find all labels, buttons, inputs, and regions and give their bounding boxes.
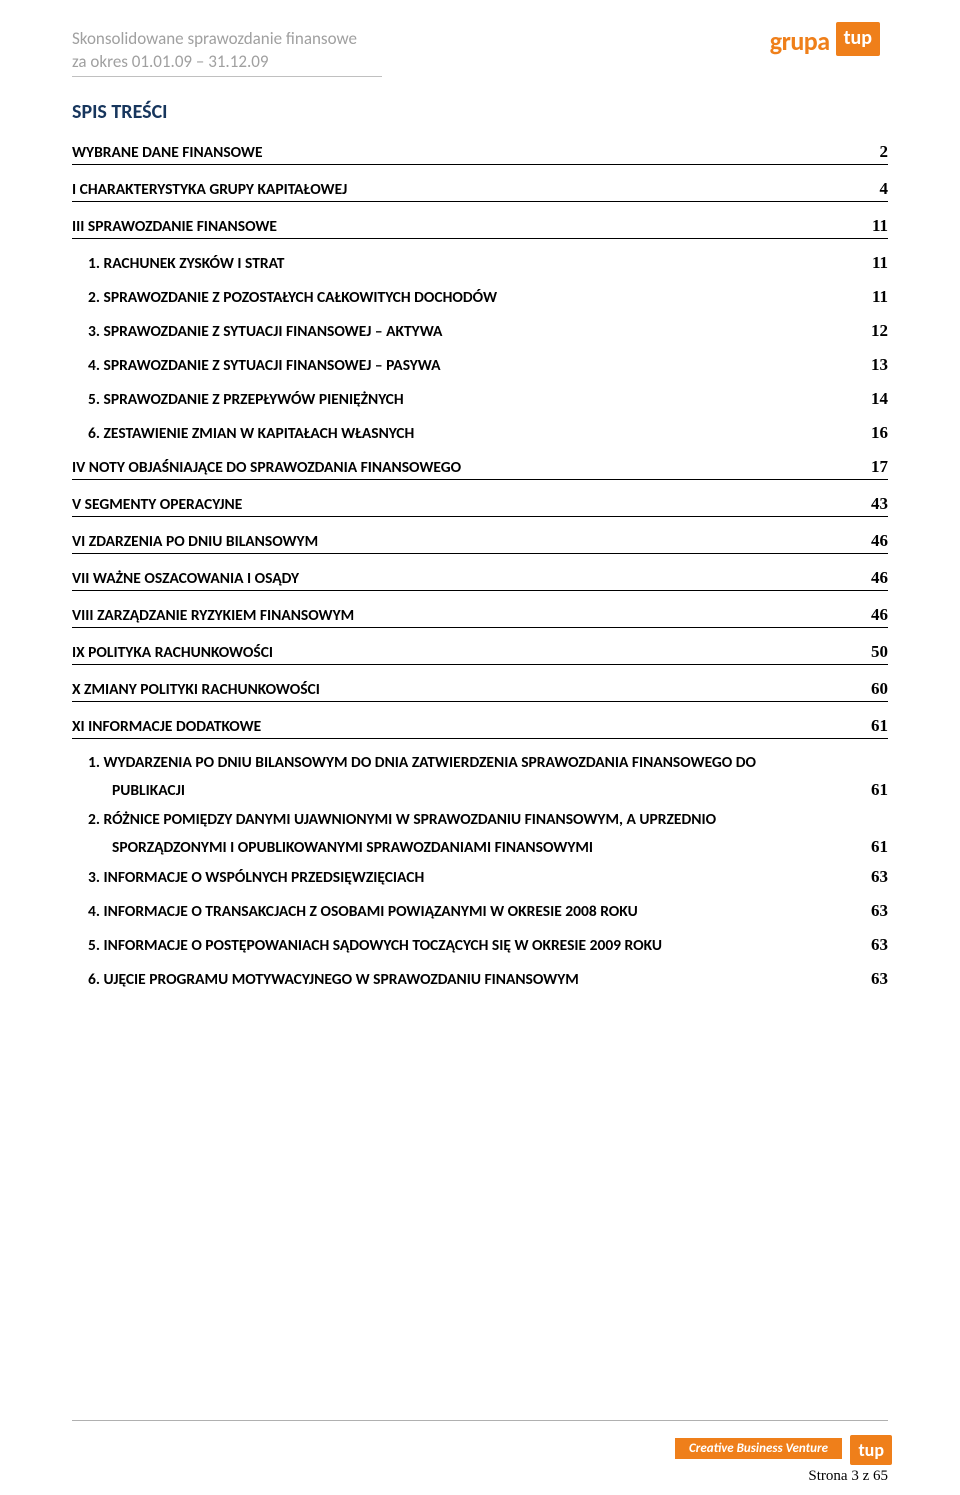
toc-label: 2. RÓŻNICE POMIĘDZY DANYMI UJAWNIONYMI W… xyxy=(88,810,888,829)
toc-page: 60 xyxy=(858,679,888,699)
page-footer: Creative Business Venture tup Strona 3 z… xyxy=(0,1417,960,1495)
toc-label: IX POLITYKA RACHUNKOWOŚCI xyxy=(72,643,285,662)
toc-page: 61 xyxy=(858,780,888,800)
toc-label: 3. SPRAWOZDANIE Z SYTUACJI FINANSOWEJ – … xyxy=(88,322,454,341)
toc-roznice: 2. RÓŻNICE POMIĘDZY DANYMI UJAWNIONYMI W… xyxy=(88,810,888,857)
toc-label: VII WAŻNE OSZACOWANIA I OSĄDY xyxy=(72,569,311,588)
footer-page-number: Strona 3 z 65 xyxy=(808,1468,888,1485)
toc-label: X ZMIANY POLITYKI RACHUNKOWOŚCI xyxy=(72,680,332,699)
toc-zdarzenia: VI ZDARZENIA PO DNIU BILANSOWYM 46 xyxy=(72,531,888,554)
toc-label: 3. INFORMACJE O WSPÓLNYCH PRZEDSIĘWZIĘCI… xyxy=(88,868,436,887)
toc-charakterystyka: I CHARAKTERYSTYKA GRUPY KAPITAŁOWEJ 4 xyxy=(72,179,888,202)
logo-grupa-text: grupa xyxy=(770,25,830,57)
toc-page: 14 xyxy=(858,389,888,409)
footer-rule xyxy=(72,1420,888,1421)
toc-calkowite-dochody: 2. SPRAWOZDANIE Z POZOSTAŁYCH CAŁKOWITYC… xyxy=(88,287,888,307)
toc-label: 4. INFORMACJE O TRANSAKCJACH Z OSOBAMI P… xyxy=(88,902,650,921)
toc-label: 4. SPRAWOZDANIE Z SYTUACJI FINANSOWEJ – … xyxy=(88,356,453,375)
toc-kapitaly-wlasne: 6. ZESTAWIENIE ZMIAN W KAPITAŁACH WŁASNY… xyxy=(88,423,888,443)
toc-label: 5. INFORMACJE O POSTĘPOWANIACH SĄDOWYCH … xyxy=(88,936,674,955)
toc-label: 1. WYDARZENIA PO DNIU BILANSOWYM DO DNIA… xyxy=(88,753,888,772)
toc-wydarzenia-po-dniu: 1. WYDARZENIA PO DNIU BILANSOWYM DO DNIA… xyxy=(88,753,888,800)
header-line1: Skonsolidowane sprawozdanie finansowe xyxy=(72,28,382,51)
footer-slogan: Creative Business Venture xyxy=(675,1438,842,1459)
toc-page: 12 xyxy=(858,321,888,341)
toc-label: WYBRANE DANE FINANSOWE xyxy=(72,143,275,162)
toc-wybrane-dane: WYBRANE DANE FINANSOWE 2 xyxy=(72,142,888,165)
header-line2: za okres 01.01.09 – 31.12.09 xyxy=(72,51,382,74)
toc-page: 46 xyxy=(858,568,888,588)
toc-page: 4 xyxy=(858,179,888,199)
toc-segmenty: V SEGMENTY OPERACYJNE 43 xyxy=(72,494,888,517)
toc-page: 11 xyxy=(858,216,888,236)
toc-rachunek-zyskow: 1. RACHUNEK ZYSKÓW I STRAT 11 xyxy=(88,253,888,273)
toc-sprawozdanie-iii: III SPRAWOZDANIE FINANSOWE 11 xyxy=(72,216,888,239)
toc-pasywa: 4. SPRAWOZDANIE Z SYTUACJI FINANSOWEJ – … xyxy=(88,355,888,375)
toc-page: 11 xyxy=(858,253,888,273)
toc-label: 5. SPRAWOZDANIE Z PRZEPŁYWÓW PIENIĘŻNYCH xyxy=(88,390,416,409)
toc-program-motywacyjny: 6. UJĘCIE PROGRAMU MOTYWACYJNEGO W SPRAW… xyxy=(88,969,888,989)
toc-wspolne-przeds: 3. INFORMACJE O WSPÓLNYCH PRZEDSIĘWZIĘCI… xyxy=(88,867,888,887)
toc-label: 1. RACHUNEK ZYSKÓW I STRAT xyxy=(88,254,296,273)
page-title: SPIS TREŚCI xyxy=(72,100,888,124)
toc-page: 61 xyxy=(858,716,888,736)
toc-label: XI INFORMACJE DODATKOWE xyxy=(72,717,273,736)
toc-page: 46 xyxy=(858,605,888,625)
toc-label: V SEGMENTY OPERACYJNE xyxy=(72,495,254,514)
toc-transakcje-powiazane: 4. INFORMACJE O TRANSAKCJACH Z OSOBAMI P… xyxy=(88,901,888,921)
toc-page: 13 xyxy=(858,355,888,375)
toc-page: 16 xyxy=(858,423,888,443)
toc-page: 63 xyxy=(858,901,888,921)
toc-label: VI ZDARZENIA PO DNIU BILANSOWYM xyxy=(72,532,330,551)
toc-page: 61 xyxy=(858,837,888,857)
toc-page: 63 xyxy=(858,867,888,887)
logo-tup-text: tup xyxy=(836,22,880,56)
footer-logo: tup xyxy=(850,1435,892,1465)
toc-postepowania-sadowe: 5. INFORMACJE O POSTĘPOWANIACH SĄDOWYCH … xyxy=(88,935,888,955)
toc-label: IV NOTY OBJAŚNIAJĄCE DO SPRAWOZDANIA FIN… xyxy=(72,458,473,477)
toc-noty: IV NOTY OBJAŚNIAJĄCE DO SPRAWOZDANIA FIN… xyxy=(72,457,888,480)
toc-ryzyko: VIII ZARZĄDZANIE RYZYKIEM FINANSOWYM 46 xyxy=(72,605,888,628)
toc-label: 6. ZESTAWIENIE ZMIAN W KAPITAŁACH WŁASNY… xyxy=(88,424,426,443)
toc-label: I CHARAKTERYSTYKA GRUPY KAPITAŁOWEJ xyxy=(72,180,359,199)
toc-polityka-rach: IX POLITYKA RACHUNKOWOŚCI 50 xyxy=(72,642,888,665)
toc-label-cont: SPORZĄDZONYMI I OPUBLIKOWANYMI SPRAWOZDA… xyxy=(112,838,605,857)
toc-label: 6. UJĘCIE PROGRAMU MOTYWACYJNEGO W SPRAW… xyxy=(88,970,591,989)
toc-przeplywy: 5. SPRAWOZDANIE Z PRZEPŁYWÓW PIENIĘŻNYCH… xyxy=(88,389,888,409)
toc-info-dodatkowe: XI INFORMACJE DODATKOWE 61 xyxy=(72,716,888,739)
toc-label: VIII ZARZĄDZANIE RYZYKIEM FINANSOWYM xyxy=(72,606,366,625)
header-subtitle: Skonsolidowane sprawozdanie finansowe za… xyxy=(72,28,382,77)
toc-container: SPIS TREŚCI WYBRANE DANE FINANSOWE 2 I C… xyxy=(72,100,888,1003)
toc-page: 17 xyxy=(858,457,888,477)
toc-label: 2. SPRAWOZDANIE Z POZOSTAŁYCH CAŁKOWITYC… xyxy=(88,288,509,307)
toc-label-cont: PUBLIKACJI xyxy=(112,781,197,800)
toc-zmiany-polityki: X ZMIANY POLITYKI RACHUNKOWOŚCI 60 xyxy=(72,679,888,702)
toc-label: III SPRAWOZDANIE FINANSOWE xyxy=(72,217,289,236)
toc-aktywa: 3. SPRAWOZDANIE Z SYTUACJI FINANSOWEJ – … xyxy=(88,321,888,341)
toc-page: 11 xyxy=(858,287,888,307)
toc-page: 63 xyxy=(858,935,888,955)
toc-page: 2 xyxy=(858,142,888,162)
header-logo: grupa tup xyxy=(770,24,880,58)
toc-oszacowania: VII WAŻNE OSZACOWANIA I OSĄDY 46 xyxy=(72,568,888,591)
toc-page: 50 xyxy=(858,642,888,662)
toc-page: 63 xyxy=(858,969,888,989)
toc-page: 43 xyxy=(858,494,888,514)
toc-page: 46 xyxy=(858,531,888,551)
